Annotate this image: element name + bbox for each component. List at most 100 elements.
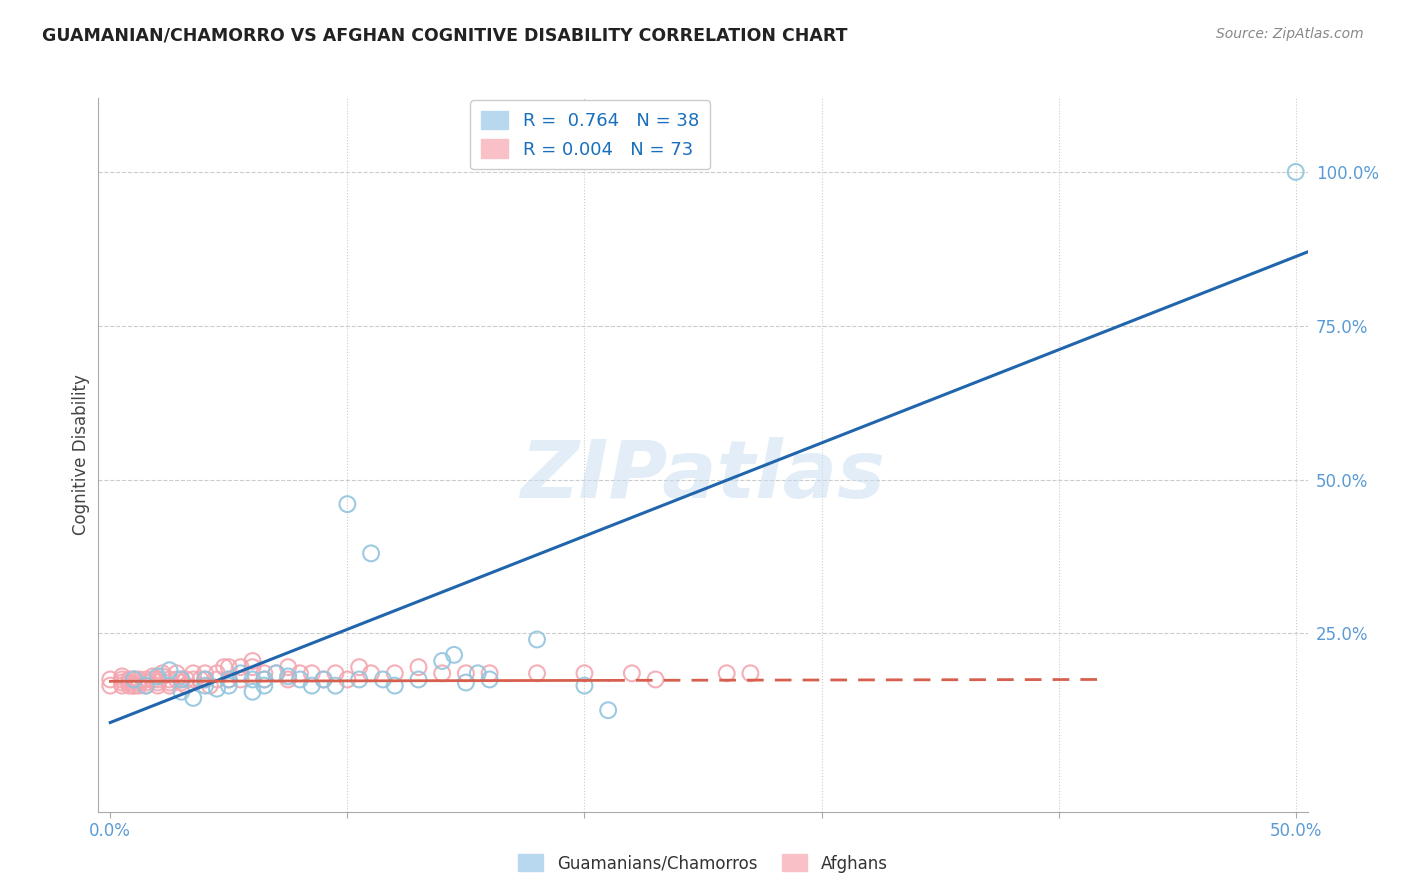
Point xyxy=(253,673,276,687)
Point xyxy=(467,666,489,681)
Point xyxy=(135,679,157,693)
Point xyxy=(135,675,157,690)
Legend: Guamanians/Chamorros, Afghans: Guamanians/Chamorros, Afghans xyxy=(512,847,894,880)
Point xyxy=(432,654,454,668)
Y-axis label: Cognitive Disability: Cognitive Disability xyxy=(72,375,90,535)
Point xyxy=(194,666,217,681)
Point xyxy=(454,675,477,690)
Point xyxy=(242,673,264,687)
Point xyxy=(181,690,204,705)
Point xyxy=(146,669,169,683)
Point xyxy=(432,666,454,681)
Point xyxy=(312,673,335,687)
Point xyxy=(194,673,217,687)
Point xyxy=(170,675,193,690)
Point xyxy=(264,666,287,681)
Text: Source: ZipAtlas.com: Source: ZipAtlas.com xyxy=(1216,27,1364,41)
Point xyxy=(98,673,121,687)
Point xyxy=(574,666,596,681)
Point xyxy=(443,648,465,662)
Point xyxy=(118,675,141,690)
Point xyxy=(205,681,228,696)
Point xyxy=(122,679,145,693)
Point xyxy=(128,673,150,687)
Point xyxy=(198,679,221,693)
Point xyxy=(325,679,347,693)
Point xyxy=(122,673,145,687)
Text: GUAMANIAN/CHAMORRO VS AFGHAN COGNITIVE DISABILITY CORRELATION CHART: GUAMANIAN/CHAMORRO VS AFGHAN COGNITIVE D… xyxy=(42,27,848,45)
Point xyxy=(190,673,212,687)
Point xyxy=(142,669,165,683)
Point xyxy=(384,666,406,681)
Point xyxy=(166,673,188,687)
Point xyxy=(146,679,169,693)
Point xyxy=(371,673,394,687)
Point xyxy=(347,673,370,687)
Point xyxy=(118,679,141,693)
Point xyxy=(122,673,145,687)
Point xyxy=(111,675,134,690)
Point xyxy=(135,673,157,687)
Point xyxy=(242,660,264,674)
Point xyxy=(212,660,235,674)
Point xyxy=(170,685,193,699)
Point xyxy=(288,666,311,681)
Point xyxy=(218,660,240,674)
Point xyxy=(122,673,145,687)
Point xyxy=(336,673,359,687)
Point xyxy=(264,666,287,681)
Point xyxy=(194,673,217,687)
Point xyxy=(174,679,197,693)
Point xyxy=(242,685,264,699)
Point xyxy=(288,673,311,687)
Point xyxy=(218,673,240,687)
Point xyxy=(526,666,548,681)
Point xyxy=(194,679,217,693)
Point xyxy=(152,666,174,681)
Point xyxy=(478,666,501,681)
Point xyxy=(312,673,335,687)
Point xyxy=(644,673,666,687)
Point xyxy=(478,673,501,687)
Point xyxy=(218,673,240,687)
Point xyxy=(336,497,359,511)
Point xyxy=(301,666,323,681)
Point xyxy=(128,675,150,690)
Point xyxy=(135,679,157,693)
Point xyxy=(229,666,252,681)
Point xyxy=(111,679,134,693)
Point xyxy=(159,675,181,690)
Point xyxy=(166,666,188,681)
Point xyxy=(111,673,134,687)
Point xyxy=(360,666,382,681)
Point xyxy=(181,666,204,681)
Point xyxy=(253,673,276,687)
Point xyxy=(384,679,406,693)
Point xyxy=(181,673,204,687)
Point xyxy=(325,666,347,681)
Point xyxy=(170,673,193,687)
Point xyxy=(205,673,228,687)
Point xyxy=(526,632,548,647)
Point xyxy=(347,660,370,674)
Point xyxy=(159,679,181,693)
Point xyxy=(277,673,299,687)
Point xyxy=(598,703,620,717)
Point xyxy=(277,669,299,683)
Point xyxy=(118,673,141,687)
Point xyxy=(574,679,596,693)
Point xyxy=(716,666,738,681)
Point xyxy=(159,663,181,677)
Point xyxy=(174,673,197,687)
Point xyxy=(253,679,276,693)
Point xyxy=(229,673,252,687)
Point xyxy=(170,673,193,687)
Point xyxy=(408,673,430,687)
Point xyxy=(242,654,264,668)
Point xyxy=(277,660,299,674)
Point xyxy=(122,679,145,693)
Point xyxy=(205,666,228,681)
Text: ZIPatlas: ZIPatlas xyxy=(520,437,886,516)
Point xyxy=(454,666,477,681)
Point xyxy=(229,660,252,674)
